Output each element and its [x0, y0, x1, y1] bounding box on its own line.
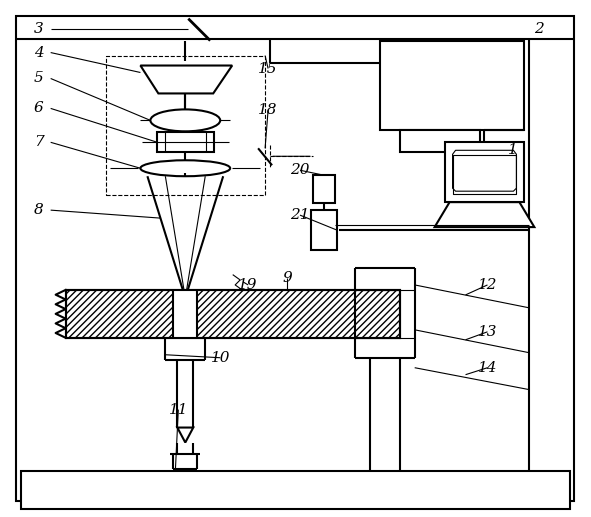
Text: 3: 3	[34, 22, 44, 36]
Bar	[21, 472, 570, 509]
Text: 11: 11	[168, 403, 188, 417]
Text: 5: 5	[34, 71, 44, 85]
Polygon shape	[141, 66, 232, 94]
Text: 4: 4	[34, 45, 44, 59]
Text: 19: 19	[238, 278, 258, 292]
Text: 15: 15	[258, 62, 278, 75]
Text: 1: 1	[508, 143, 517, 157]
Text: 14: 14	[478, 361, 497, 375]
Text: 12: 12	[478, 278, 497, 292]
Bar	[444, 142, 524, 202]
Bar	[66, 290, 400, 338]
Bar	[173, 290, 197, 338]
Bar	[380, 41, 524, 130]
Bar	[157, 132, 214, 153]
Bar	[313, 175, 335, 203]
Ellipse shape	[141, 160, 230, 176]
Text: 8: 8	[34, 203, 44, 217]
Text: 6: 6	[34, 101, 44, 115]
Bar	[400, 130, 479, 153]
Text: 7: 7	[34, 135, 44, 149]
Polygon shape	[434, 202, 534, 227]
Bar	[106, 55, 265, 195]
Ellipse shape	[150, 110, 220, 131]
Text: 20: 20	[290, 163, 310, 177]
Bar	[453, 155, 517, 194]
Text: 9: 9	[282, 271, 292, 285]
Text: 10: 10	[210, 351, 230, 364]
Text: 21: 21	[290, 208, 310, 222]
Text: 2: 2	[534, 22, 544, 36]
Text: 18: 18	[258, 103, 278, 117]
Text: 13: 13	[478, 325, 497, 339]
Polygon shape	[177, 428, 193, 443]
Bar	[311, 210, 337, 250]
Bar	[66, 290, 400, 338]
